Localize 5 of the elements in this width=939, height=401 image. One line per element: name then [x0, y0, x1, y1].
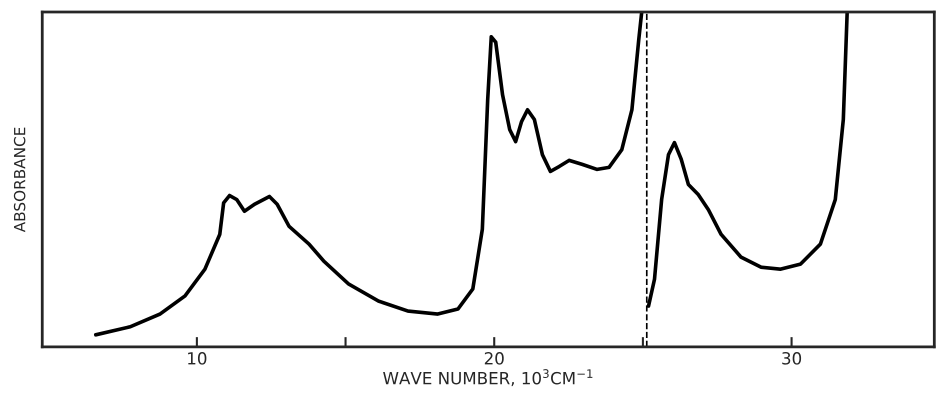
- x-axis-title: WAVE NUMBER, 10$^{3}$CM$^{−1}$: [383, 369, 592, 386]
- x-tick-label: 20: [484, 352, 504, 365]
- x-tick-label: 30: [782, 352, 802, 365]
- y-axis-title: ABSORBANCE: [14, 128, 26, 232]
- x-tick-label: 10: [188, 352, 206, 365]
